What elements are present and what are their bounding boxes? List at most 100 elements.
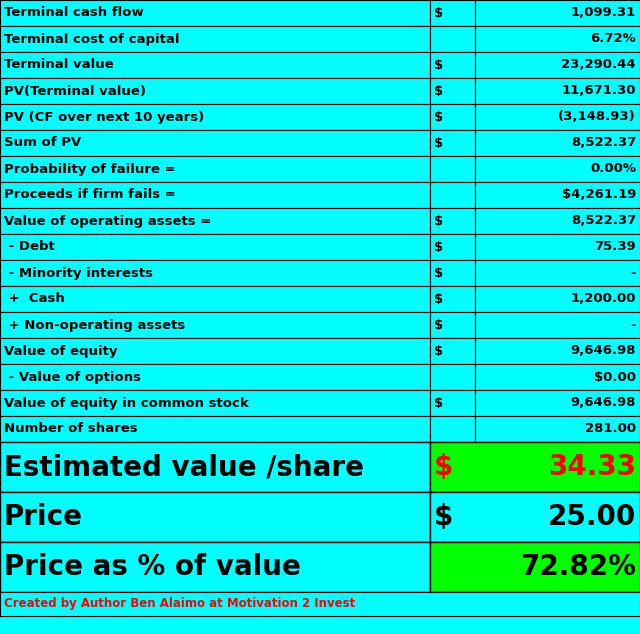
- Bar: [0, 182, 430, 208]
- Bar: [475, 260, 640, 286]
- Bar: [0, 416, 430, 442]
- Text: $: $: [434, 240, 444, 254]
- Bar: [0, 286, 430, 312]
- Bar: [0, 0, 430, 26]
- Bar: [430, 286, 475, 312]
- Text: Probability of failure =: Probability of failure =: [4, 162, 175, 176]
- Bar: [475, 208, 640, 234]
- Bar: [475, 416, 640, 442]
- Text: 11,671.30: 11,671.30: [561, 84, 636, 98]
- Text: $: $: [434, 58, 444, 72]
- Text: Terminal value: Terminal value: [4, 58, 114, 72]
- Bar: [475, 286, 640, 312]
- Text: 1,200.00: 1,200.00: [570, 292, 636, 306]
- Text: PV(Terminal value): PV(Terminal value): [4, 84, 146, 98]
- Text: $: $: [434, 503, 453, 531]
- Text: Created by Author Ben Alaimo at Motivation 2 Invest: Created by Author Ben Alaimo at Motivati…: [4, 597, 355, 611]
- Text: $: $: [434, 84, 444, 98]
- Bar: [475, 78, 640, 104]
- Text: 6.72%: 6.72%: [590, 32, 636, 46]
- Bar: [430, 492, 640, 542]
- Bar: [430, 104, 475, 130]
- Bar: [475, 234, 640, 260]
- Text: Estimated value /share: Estimated value /share: [4, 453, 364, 481]
- Text: $0.00: $0.00: [594, 370, 636, 384]
- Bar: [0, 592, 640, 616]
- Bar: [475, 26, 640, 52]
- Text: 0.00%: 0.00%: [590, 162, 636, 176]
- Bar: [475, 156, 640, 182]
- Bar: [0, 52, 430, 78]
- Bar: [430, 0, 475, 26]
- Text: 75.39: 75.39: [595, 240, 636, 254]
- Bar: [475, 182, 640, 208]
- Bar: [475, 338, 640, 364]
- Text: $: $: [434, 344, 444, 358]
- Text: (3,148.93): (3,148.93): [558, 110, 636, 124]
- Bar: [0, 78, 430, 104]
- Bar: [430, 208, 475, 234]
- Bar: [0, 492, 430, 542]
- Text: 8,522.37: 8,522.37: [571, 214, 636, 228]
- Text: $: $: [434, 110, 444, 124]
- Text: Terminal cash flow: Terminal cash flow: [4, 6, 144, 20]
- Text: Terminal cost of capital: Terminal cost of capital: [4, 32, 179, 46]
- Text: 9,646.98: 9,646.98: [570, 344, 636, 358]
- Text: Value of operating assets =: Value of operating assets =: [4, 214, 211, 228]
- Text: - Minority interests: - Minority interests: [4, 266, 153, 280]
- Text: Value of equity: Value of equity: [4, 344, 118, 358]
- Bar: [430, 156, 475, 182]
- Bar: [430, 442, 640, 492]
- Text: $: $: [434, 136, 444, 150]
- Bar: [430, 390, 475, 416]
- Text: 34.33: 34.33: [548, 453, 636, 481]
- Text: +  Cash: + Cash: [4, 292, 65, 306]
- Bar: [475, 364, 640, 390]
- Text: Value of equity in common stock: Value of equity in common stock: [4, 396, 249, 410]
- Text: $: $: [434, 6, 444, 20]
- Bar: [430, 260, 475, 286]
- Bar: [430, 182, 475, 208]
- Text: $: $: [434, 214, 444, 228]
- Text: $: $: [434, 396, 444, 410]
- Bar: [475, 312, 640, 338]
- Text: -: -: [630, 318, 636, 332]
- Bar: [430, 364, 475, 390]
- Bar: [0, 312, 430, 338]
- Bar: [475, 130, 640, 156]
- Bar: [430, 338, 475, 364]
- Bar: [430, 416, 475, 442]
- Text: $: $: [434, 318, 444, 332]
- Bar: [0, 390, 430, 416]
- Bar: [0, 208, 430, 234]
- Bar: [430, 78, 475, 104]
- Bar: [430, 130, 475, 156]
- Bar: [0, 234, 430, 260]
- Text: 8,522.37: 8,522.37: [571, 136, 636, 150]
- Bar: [430, 26, 475, 52]
- Bar: [475, 390, 640, 416]
- Text: 281.00: 281.00: [585, 422, 636, 436]
- Text: - Debt: - Debt: [4, 240, 55, 254]
- Text: $: $: [434, 266, 444, 280]
- Text: - Value of options: - Value of options: [4, 370, 141, 384]
- Bar: [475, 52, 640, 78]
- Text: Price: Price: [4, 503, 83, 531]
- Text: $: $: [434, 292, 444, 306]
- Bar: [0, 26, 430, 52]
- Text: 23,290.44: 23,290.44: [561, 58, 636, 72]
- Bar: [0, 442, 430, 492]
- Bar: [0, 338, 430, 364]
- Bar: [0, 542, 430, 592]
- Text: 9,646.98: 9,646.98: [570, 396, 636, 410]
- Bar: [475, 104, 640, 130]
- Text: Sum of PV: Sum of PV: [4, 136, 81, 150]
- Text: 72.82%: 72.82%: [520, 553, 636, 581]
- Bar: [0, 156, 430, 182]
- Text: + Non-operating assets: + Non-operating assets: [4, 318, 185, 332]
- Bar: [0, 260, 430, 286]
- Bar: [0, 130, 430, 156]
- Bar: [430, 52, 475, 78]
- Bar: [0, 104, 430, 130]
- Text: $: $: [434, 453, 453, 481]
